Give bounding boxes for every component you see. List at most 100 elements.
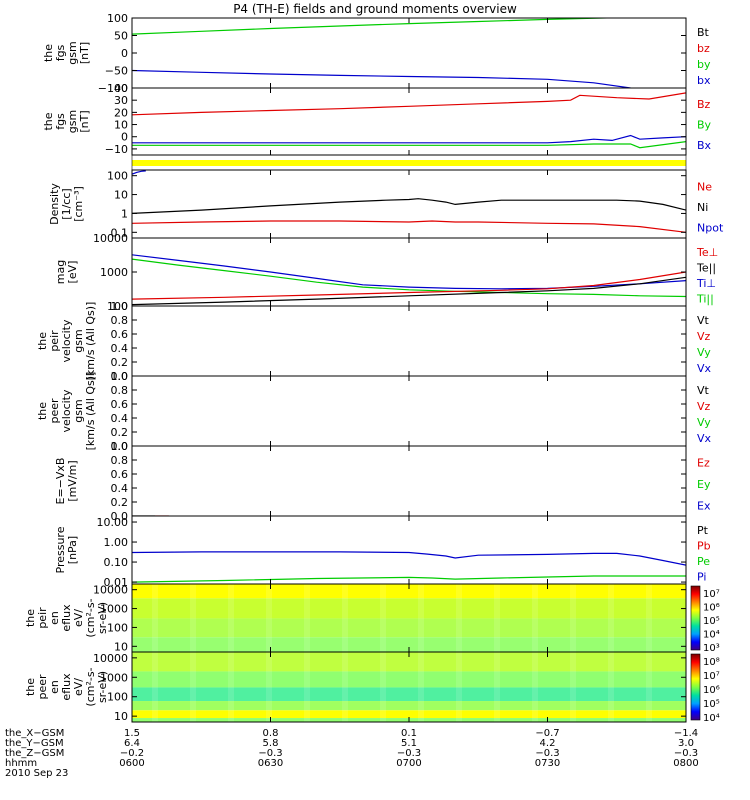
y-axis-label: E=−VxB[mV/m]	[54, 458, 79, 505]
spectrogram-stripe	[494, 584, 500, 652]
y-axis-label-line: eV/	[72, 678, 85, 696]
spectrogram-band-4	[132, 701, 686, 711]
colorbar-tick-label: 10⁷	[703, 589, 720, 600]
y-axis-label-line: eflux	[60, 673, 73, 701]
spectrogram-stripe	[228, 584, 234, 652]
spectrogram-stripe	[532, 584, 538, 652]
colorbar-tick-label: 10⁷	[703, 671, 720, 682]
y-axis-label-line: the	[36, 332, 49, 350]
legend-entry: Te⊥	[696, 246, 718, 259]
spectrogram-stripe	[380, 652, 386, 722]
axis-row-value: 0800	[673, 758, 698, 769]
series-lines	[132, 18, 650, 88]
axis-row-label: the_X−GSM	[5, 728, 64, 739]
spectrogram-stripe	[152, 584, 158, 652]
y-tick-label: 0.1	[111, 226, 129, 239]
legend-entry: Ey	[697, 478, 711, 491]
legend-entry: Ex	[697, 499, 711, 512]
colorbar-tick-label: 10⁴	[703, 713, 720, 724]
series-line-1	[132, 170, 146, 175]
y-tick-label: −50	[105, 65, 128, 78]
y-tick-label: 10	[114, 710, 128, 723]
colorbar-tick-label: 10⁶	[703, 685, 720, 696]
legend-entry: Vx	[697, 362, 712, 375]
y-axis-label-line: the	[42, 112, 55, 130]
legend-entry: Bt	[697, 26, 710, 39]
legend-entry: Bz	[697, 98, 711, 111]
axis-row-value: −0.2	[120, 748, 144, 759]
colorbar-tick-label: 10⁸	[703, 657, 720, 668]
legend-entry: Vz	[697, 330, 711, 343]
y-axis-label: mag[eV]	[54, 260, 79, 284]
spectrogram-band-2	[132, 598, 686, 619]
spectrogram-stripe	[646, 652, 652, 722]
y-tick-label: 1000	[100, 266, 128, 279]
spectrogram-band-5	[132, 710, 686, 719]
y-tick-label: 0.8	[111, 454, 129, 467]
spectrogram-stripe	[570, 584, 576, 652]
y-axis-label-line: mag	[54, 260, 67, 284]
legend-entry: Vx	[697, 432, 712, 445]
y-tick-label: 0.01	[104, 576, 129, 589]
legend-entry: Vy	[697, 416, 711, 429]
legend-entry: Te||	[696, 261, 716, 274]
legend-entry: Ti⊥	[696, 277, 716, 290]
y-tick-label: 0.6	[111, 398, 129, 411]
panel-frame	[131, 169, 687, 239]
y-axis-label-line: gsm	[72, 329, 85, 352]
y-tick-label: −100	[98, 82, 128, 95]
axis-row-value: 1.5	[124, 728, 140, 739]
spectrogram-stripe	[228, 652, 234, 722]
y-axis-label-line: gsm	[72, 399, 85, 422]
y-tick-label: 0.2	[111, 356, 129, 369]
y-tick-label: 0.2	[111, 426, 129, 439]
panel-5: 1.00.80.60.40.20.0thepeirvelocitygsm[km/…	[36, 300, 712, 383]
axis-row-value: 3.0	[678, 738, 694, 749]
panel-frame	[131, 445, 687, 517]
panel-3: 100 10 1 0.1 Density[1/cc][cm⁻³] Ne Ni Npot	[48, 169, 724, 239]
y-tick-label: 10000	[93, 584, 128, 597]
y-tick-label: 100	[107, 12, 128, 25]
y-axis-label-line: [1/cc]	[60, 188, 73, 219]
colorbar-tick-label: 10⁶	[703, 603, 720, 614]
spectrogram-stripe	[266, 652, 272, 722]
legend-entry: by	[697, 58, 711, 71]
y-axis-label-line: the	[24, 678, 37, 696]
y-tick-label: 10.00	[97, 516, 129, 529]
y-tick-label: −10	[105, 143, 128, 156]
y-tick-label: 100	[107, 691, 128, 704]
axis-row-value: 0630	[258, 758, 283, 769]
colorbar-tick-label: 10⁵	[703, 616, 720, 627]
axis-row-value: 0.1	[401, 728, 417, 739]
panel-8: 10.00 1.00 0.10 0.01 Pressure[nPa] Pt Pb Pe Pi	[54, 515, 711, 589]
y-tick-label: 0.6	[111, 468, 129, 481]
y-tick-label: 50	[114, 30, 128, 43]
y-axis-label-line: (cm²-s-	[84, 598, 97, 637]
colorbar-tick-label: 10⁴	[703, 630, 720, 641]
y-axis-label-line: the	[24, 609, 37, 627]
y-tick-label: 1.0	[111, 440, 129, 453]
legend-entry: Ti||	[696, 292, 714, 305]
y-axis-label-line: [km/s (All Qs)]	[84, 372, 97, 451]
y-tick-label: 0.10	[104, 556, 129, 569]
y-axis-label-line: [eV]	[66, 261, 79, 284]
y-axis-label: thepeirvelocitygsm[km/s (All Qs)]	[36, 302, 97, 381]
panel-frame	[131, 305, 687, 377]
y-axis-label-line: eV/	[72, 609, 85, 627]
y-axis-label: thepeerenefluxeV/(cm²-s-sr-eV)	[24, 667, 109, 706]
series-line-2	[132, 198, 686, 214]
y-tick-label: 10	[114, 119, 128, 132]
axis-row-value: −0.3	[397, 748, 421, 759]
y-tick-label: 100	[107, 621, 128, 634]
y-tick-label: 10	[114, 640, 128, 653]
y-tick-label: 1000	[100, 671, 128, 684]
y-axis-label: thepeirenefluxeV/(cm²-s-sr-eV)	[24, 598, 109, 637]
series-line-1	[132, 254, 686, 290]
spectrogram-band-2	[132, 671, 686, 688]
axis-row-label: the_Z−GSM	[5, 748, 64, 759]
spectrogram-stripe	[494, 652, 500, 722]
series-lines	[132, 551, 686, 583]
spectrogram-stripe	[342, 652, 348, 722]
y-tick-label: 0	[121, 131, 128, 144]
data-strip-frame	[131, 154, 687, 171]
